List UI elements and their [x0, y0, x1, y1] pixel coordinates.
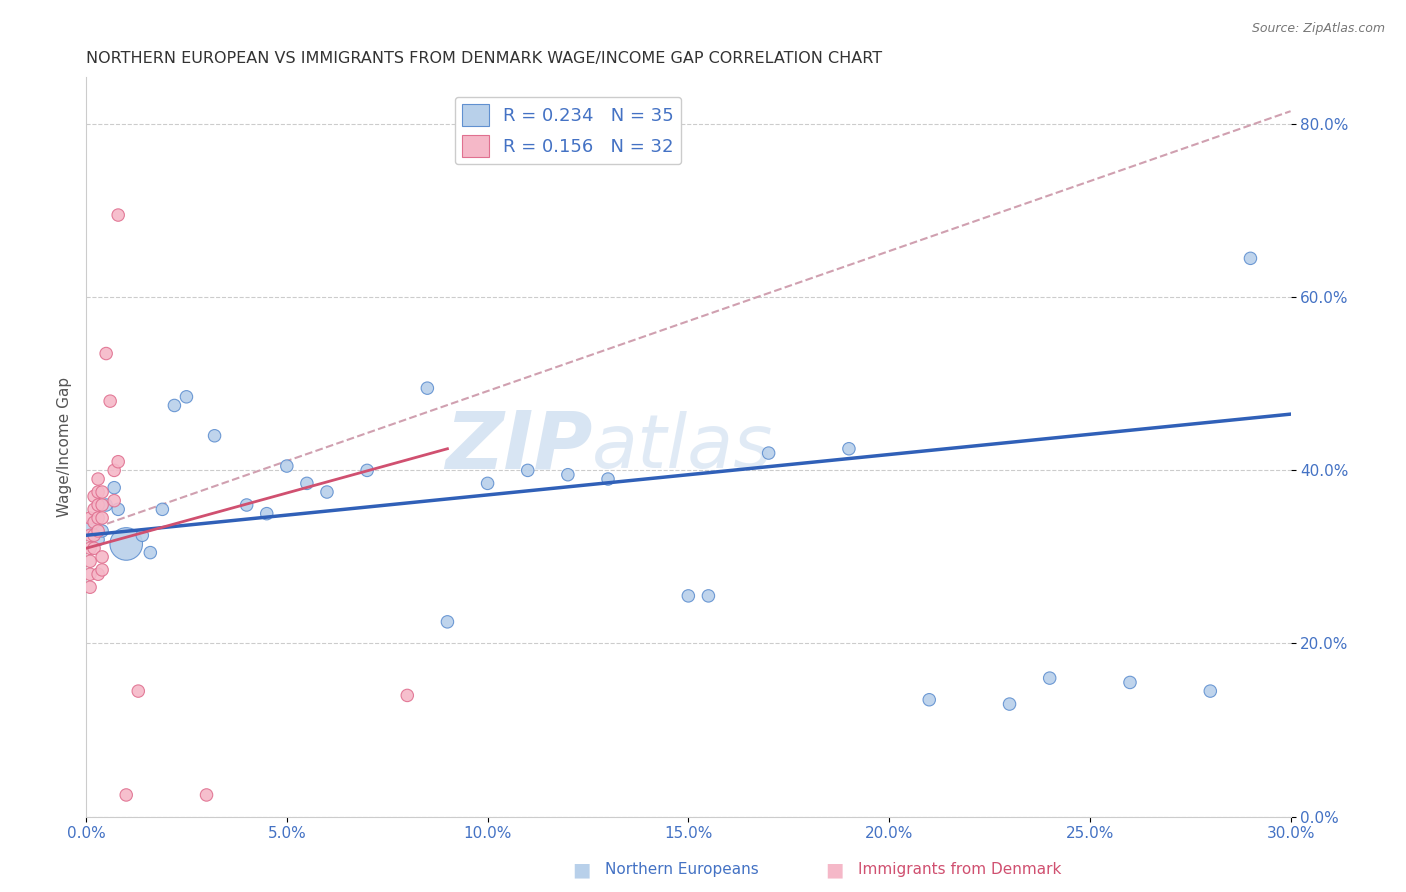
- Point: [295, 476, 318, 491]
- Point: [103, 481, 125, 495]
- Point: [516, 463, 538, 477]
- Point: [918, 692, 941, 706]
- Legend: R = 0.234   N = 35, R = 0.156   N = 32: R = 0.234 N = 35, R = 0.156 N = 32: [454, 96, 682, 164]
- Point: [103, 493, 125, 508]
- Point: [557, 467, 579, 482]
- Point: [79, 511, 101, 525]
- Point: [276, 458, 298, 473]
- Point: [94, 346, 117, 360]
- Point: [87, 567, 110, 582]
- Point: [91, 563, 114, 577]
- Point: [91, 549, 114, 564]
- Point: [1199, 684, 1222, 698]
- Point: [79, 567, 101, 582]
- Point: [139, 546, 162, 560]
- Point: [115, 537, 138, 551]
- Point: [87, 524, 110, 538]
- Point: [416, 381, 439, 395]
- Point: [436, 615, 458, 629]
- Point: [98, 394, 121, 409]
- Point: [94, 498, 117, 512]
- Point: [83, 502, 105, 516]
- Point: [79, 519, 101, 533]
- Point: [107, 455, 129, 469]
- Point: [107, 208, 129, 222]
- Point: [235, 498, 257, 512]
- Point: [477, 476, 499, 491]
- Point: [87, 533, 110, 547]
- Point: [87, 485, 110, 500]
- Point: [697, 589, 720, 603]
- Text: Source: ZipAtlas.com: Source: ZipAtlas.com: [1251, 22, 1385, 36]
- Point: [204, 429, 226, 443]
- Point: [91, 498, 114, 512]
- Point: [83, 541, 105, 556]
- Text: Immigrants from Denmark: Immigrants from Denmark: [858, 863, 1062, 877]
- Point: [127, 684, 149, 698]
- Point: [103, 463, 125, 477]
- Point: [596, 472, 619, 486]
- Point: [83, 516, 105, 530]
- Point: [195, 788, 218, 802]
- Point: [1119, 675, 1142, 690]
- Point: [91, 511, 114, 525]
- Point: [79, 541, 101, 556]
- Point: [91, 524, 114, 538]
- Point: [87, 511, 110, 525]
- Text: Northern Europeans: Northern Europeans: [605, 863, 758, 877]
- Point: [758, 446, 780, 460]
- Point: [107, 502, 129, 516]
- Point: [356, 463, 378, 477]
- Point: [115, 788, 138, 802]
- Point: [79, 580, 101, 594]
- Point: [79, 528, 101, 542]
- Point: [83, 528, 105, 542]
- Text: atlas: atlas: [592, 410, 773, 483]
- Point: [87, 498, 110, 512]
- Point: [79, 554, 101, 568]
- Y-axis label: Wage/Income Gap: Wage/Income Gap: [58, 376, 72, 516]
- Point: [1239, 252, 1261, 266]
- Point: [83, 489, 105, 503]
- Point: [131, 528, 153, 542]
- Point: [91, 485, 114, 500]
- Text: ■: ■: [825, 860, 844, 880]
- Point: [998, 697, 1021, 711]
- Point: [176, 390, 198, 404]
- Point: [87, 472, 110, 486]
- Point: [150, 502, 173, 516]
- Point: [838, 442, 860, 456]
- Point: [396, 689, 419, 703]
- Point: [163, 399, 186, 413]
- Text: NORTHERN EUROPEAN VS IMMIGRANTS FROM DENMARK WAGE/INCOME GAP CORRELATION CHART: NORTHERN EUROPEAN VS IMMIGRANTS FROM DEN…: [86, 51, 882, 66]
- Point: [1039, 671, 1062, 685]
- Point: [256, 507, 278, 521]
- Text: ■: ■: [572, 860, 591, 880]
- Point: [678, 589, 700, 603]
- Point: [316, 485, 339, 500]
- Text: ZIP: ZIP: [444, 408, 592, 485]
